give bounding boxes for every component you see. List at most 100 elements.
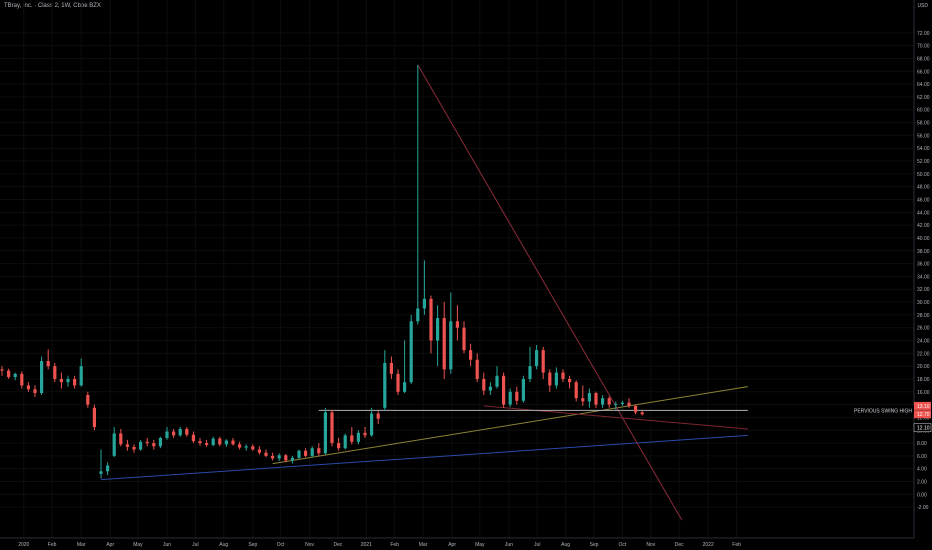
trendline[interactable] — [483, 405, 748, 430]
candle[interactable] — [640, 411, 644, 416]
candle[interactable] — [79, 358, 83, 387]
candle[interactable] — [99, 449, 103, 479]
trendline[interactable] — [272, 386, 748, 465]
candle[interactable] — [594, 391, 598, 408]
candle[interactable] — [561, 369, 565, 383]
candle[interactable] — [185, 427, 189, 437]
candle[interactable] — [152, 439, 156, 450]
candle[interactable] — [343, 433, 347, 450]
candle[interactable] — [409, 314, 413, 385]
candle[interactable] — [178, 427, 182, 437]
candle[interactable] — [568, 375, 572, 389]
candle[interactable] — [26, 382, 30, 392]
candle[interactable] — [191, 431, 195, 444]
candle[interactable] — [495, 366, 499, 389]
candle[interactable] — [277, 453, 281, 462]
candle[interactable] — [627, 398, 631, 408]
candle[interactable] — [145, 437, 149, 447]
candle[interactable] — [554, 367, 558, 389]
candle[interactable] — [370, 407, 374, 437]
candle[interactable] — [363, 427, 367, 438]
candle[interactable] — [310, 446, 314, 458]
candle[interactable] — [350, 427, 354, 445]
candle[interactable] — [521, 375, 525, 403]
candle[interactable] — [436, 305, 440, 367]
candle[interactable] — [317, 443, 321, 456]
candle[interactable] — [59, 372, 63, 389]
candle[interactable] — [429, 295, 433, 354]
trendline[interactable] — [100, 434, 748, 481]
candle[interactable] — [106, 462, 110, 476]
candle[interactable] — [574, 380, 578, 402]
candle[interactable] — [475, 353, 479, 383]
candle[interactable] — [482, 372, 486, 395]
candle[interactable] — [508, 388, 512, 408]
candle[interactable] — [264, 449, 268, 458]
trendlines[interactable] — [100, 64, 748, 521]
candle[interactable] — [205, 439, 209, 447]
candle[interactable] — [53, 362, 57, 383]
candle[interactable] — [158, 436, 162, 449]
candle[interactable] — [515, 386, 519, 405]
candle[interactable] — [528, 346, 532, 383]
candle[interactable] — [238, 441, 242, 450]
candle[interactable] — [86, 391, 90, 408]
candle[interactable] — [396, 369, 400, 395]
candle[interactable] — [581, 385, 585, 406]
candle[interactable] — [20, 371, 24, 389]
candle[interactable] — [548, 369, 552, 392]
candle[interactable] — [112, 427, 116, 458]
candle[interactable] — [172, 428, 176, 438]
candle[interactable] — [33, 385, 37, 397]
candle[interactable] — [383, 350, 387, 412]
candle[interactable] — [46, 349, 50, 370]
candle[interactable] — [488, 382, 492, 395]
candle[interactable] — [125, 439, 129, 451]
candle[interactable] — [455, 305, 459, 341]
candle[interactable] — [535, 345, 539, 370]
candle[interactable] — [290, 455, 294, 464]
candle[interactable] — [7, 368, 11, 379]
candle[interactable] — [337, 437, 341, 451]
candle[interactable] — [119, 428, 123, 447]
candle[interactable] — [139, 439, 143, 451]
candle[interactable] — [165, 427, 169, 440]
candle[interactable] — [614, 401, 618, 410]
candle[interactable] — [92, 404, 96, 431]
candle[interactable] — [284, 453, 288, 463]
candle[interactable] — [198, 437, 202, 446]
candle[interactable] — [257, 446, 261, 455]
candles[interactable] — [0, 64, 644, 479]
candle[interactable] — [297, 449, 301, 460]
candle[interactable] — [244, 444, 248, 451]
candle[interactable] — [502, 372, 506, 408]
candle[interactable] — [211, 436, 215, 447]
candle[interactable] — [356, 430, 360, 445]
candle[interactable] — [422, 260, 426, 315]
candle[interactable] — [607, 396, 611, 408]
candle[interactable] — [634, 404, 638, 415]
candle[interactable] — [462, 321, 466, 354]
candle[interactable] — [541, 346, 545, 379]
candle[interactable] — [620, 400, 624, 406]
candle[interactable] — [73, 375, 77, 389]
candle[interactable] — [66, 375, 70, 387]
candle[interactable] — [469, 343, 473, 367]
candle[interactable] — [442, 302, 446, 379]
candle[interactable] — [132, 444, 136, 453]
candle[interactable] — [389, 356, 393, 379]
candle[interactable] — [218, 436, 222, 447]
candle[interactable] — [323, 407, 327, 455]
candle[interactable] — [224, 439, 228, 447]
candle[interactable] — [0, 366, 4, 376]
candle[interactable] — [40, 356, 44, 395]
candle[interactable] — [416, 64, 420, 325]
candle[interactable] — [271, 452, 275, 461]
trendline[interactable] — [417, 64, 683, 521]
candle[interactable] — [330, 409, 334, 447]
candle[interactable] — [376, 411, 380, 424]
candle[interactable] — [587, 388, 591, 408]
candle[interactable] — [403, 340, 407, 394]
candle[interactable] — [449, 292, 453, 374]
